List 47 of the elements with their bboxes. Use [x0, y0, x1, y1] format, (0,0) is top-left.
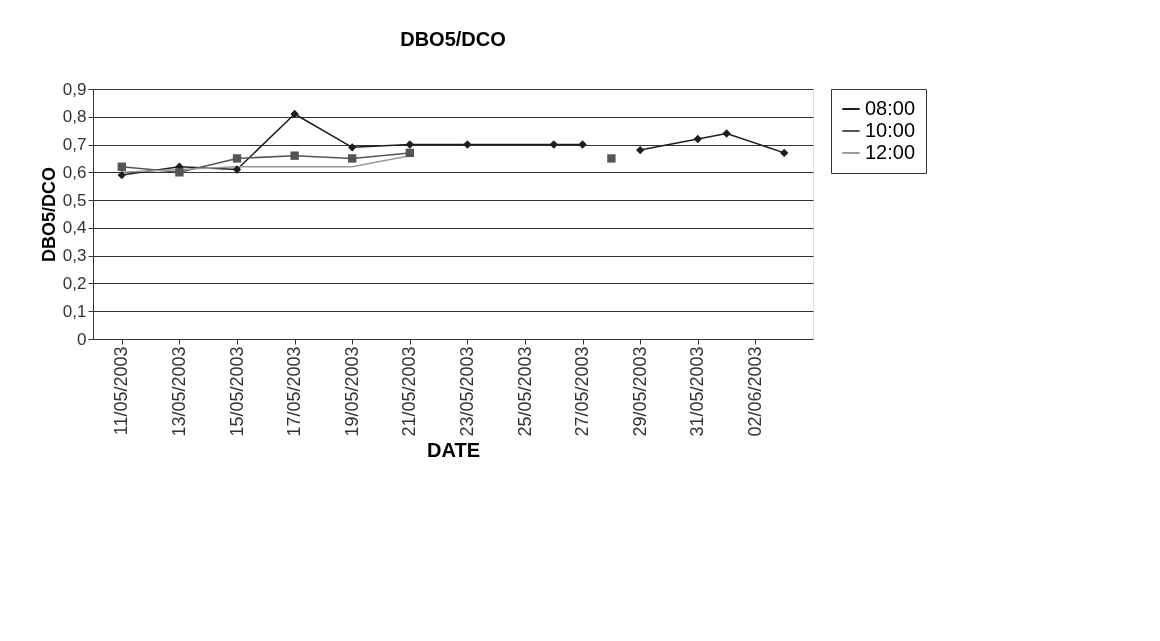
y-tick-label: 0,7 [62, 135, 87, 155]
y-tick-label: 0,6 [62, 162, 87, 182]
x-tick-label: 21/05/2003 [399, 346, 420, 437]
x-tick-label: 23/05/2003 [456, 346, 477, 437]
point [607, 154, 616, 163]
y-tick-label: 0,3 [62, 246, 87, 266]
legend-label: 08:00 [865, 97, 916, 119]
y-tick-label: 0,4 [62, 218, 87, 238]
y-tick-label: 0,9 [62, 79, 87, 99]
y-tick-label: 0 [77, 329, 87, 349]
legend-label: 10:00 [865, 119, 916, 141]
point [405, 148, 414, 158]
point [636, 145, 645, 155]
x-tick-label: 17/05/2003 [284, 346, 305, 437]
x-tick-label: 29/05/2003 [629, 346, 650, 437]
x-axis-title: DATE [427, 438, 480, 461]
y-tick-label: 0,5 [62, 190, 87, 210]
point [290, 151, 299, 160]
point [117, 170, 126, 180]
y-tick-label: 0,1 [62, 301, 87, 321]
y-axis-title: DBO5/DCO [38, 166, 59, 263]
point [405, 140, 414, 149]
point [722, 129, 731, 138]
x-tick-label: 11/05/2003 [111, 346, 132, 436]
y-tick-label: 0,8 [62, 107, 87, 127]
point [175, 168, 184, 177]
x-tick-label: 13/05/2003 [168, 346, 189, 437]
point [780, 148, 789, 158]
chart-title: DBO5/DCO [400, 28, 506, 50]
x-tick-label: 27/05/2003 [572, 346, 593, 437]
point [549, 140, 558, 149]
point [232, 165, 242, 174]
point [290, 109, 299, 119]
point [693, 134, 702, 144]
legend-label: 12:00 [865, 141, 916, 163]
point [348, 154, 357, 163]
x-tick-label: 02/06/2003 [744, 346, 765, 437]
x-tick-label: 25/05/2003 [514, 346, 535, 437]
x-tick-label: 15/05/2003 [226, 346, 247, 437]
point [463, 140, 472, 149]
point [578, 140, 587, 149]
x-tick-label: 19/05/2003 [341, 346, 362, 437]
point [348, 143, 357, 152]
point [232, 154, 242, 163]
y-tick-label: 0,2 [62, 273, 87, 293]
point [117, 162, 126, 171]
x-tick-label: 31/05/2003 [687, 346, 708, 437]
